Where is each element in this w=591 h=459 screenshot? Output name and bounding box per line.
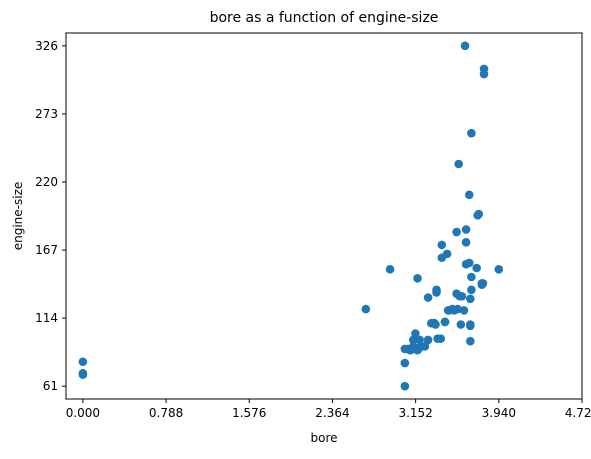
- points-layer: [79, 42, 504, 391]
- data-point: [452, 228, 461, 237]
- chart-title: bore as a function of engine-size: [210, 10, 439, 26]
- y-tick-label: 220: [35, 175, 58, 189]
- data-point: [479, 279, 488, 288]
- data-point: [474, 210, 483, 219]
- x-tick-label: 2.364: [315, 406, 349, 420]
- data-point: [462, 238, 471, 247]
- x-tick-label: 0.788: [149, 406, 183, 420]
- data-point: [362, 305, 371, 314]
- x-tick-label: 1.576: [232, 406, 266, 420]
- data-point: [467, 273, 476, 282]
- data-point: [465, 191, 474, 200]
- data-point: [413, 274, 422, 283]
- data-point: [460, 306, 469, 315]
- data-point: [441, 318, 450, 327]
- data-point: [466, 320, 475, 329]
- data-point: [386, 265, 395, 274]
- x-tick-label: 4.728: [565, 406, 591, 420]
- data-point: [401, 359, 410, 368]
- y-tick-label: 61: [43, 379, 58, 393]
- data-point: [467, 129, 476, 138]
- data-point: [466, 337, 475, 346]
- data-point: [424, 293, 433, 302]
- data-point: [443, 250, 452, 259]
- data-point: [495, 265, 504, 274]
- x-tick-label: 3.940: [482, 406, 516, 420]
- x-axis: 0.000 0.788 1.576 2.364 3.152 3.940 4.728: [66, 399, 591, 420]
- plot-frame: [66, 33, 582, 399]
- data-point: [431, 320, 440, 329]
- data-point: [424, 336, 433, 345]
- data-point: [432, 286, 441, 295]
- data-point: [79, 369, 88, 378]
- y-tick-label: 326: [35, 39, 58, 53]
- y-tick-label: 273: [35, 107, 58, 121]
- x-tick-label: 0.000: [66, 406, 100, 420]
- data-point: [462, 225, 471, 234]
- x-axis-label: bore: [310, 431, 337, 445]
- data-point: [472, 264, 481, 273]
- y-tick-label: 167: [35, 243, 58, 257]
- data-point: [466, 295, 475, 304]
- x-tick-label: 3.152: [398, 406, 432, 420]
- data-point: [467, 286, 476, 295]
- data-point: [436, 334, 445, 343]
- data-point: [465, 259, 474, 268]
- data-point: [401, 382, 410, 391]
- data-point: [458, 292, 467, 301]
- data-point: [79, 357, 88, 366]
- data-point: [480, 65, 489, 74]
- data-point: [457, 320, 466, 329]
- data-point: [461, 42, 470, 51]
- data-point: [438, 241, 447, 250]
- y-tick-label: 114: [35, 311, 58, 325]
- y-axis-label: engine-size: [11, 182, 25, 251]
- data-point: [454, 160, 463, 169]
- y-axis: 61 114 167 220 273 326: [35, 39, 66, 393]
